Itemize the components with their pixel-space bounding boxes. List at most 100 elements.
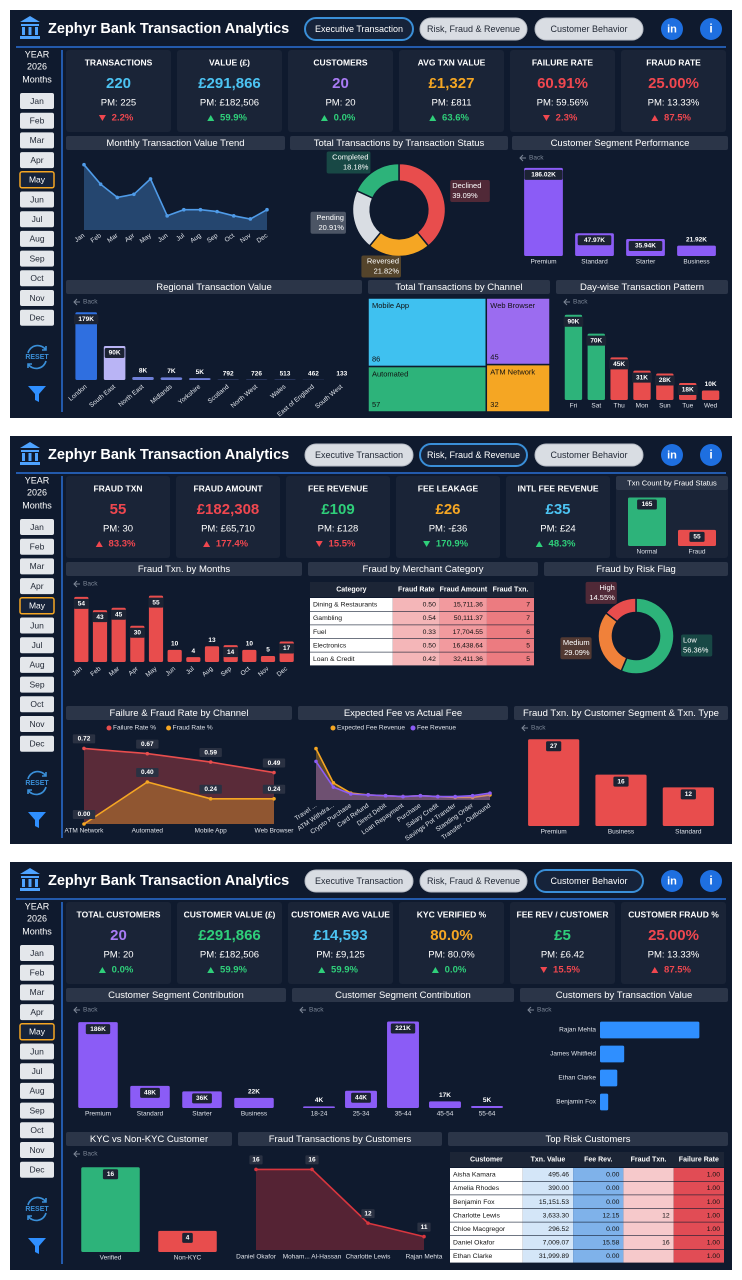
month-button[interactable] [20,1122,54,1139]
back-button[interactable]: Back [529,155,544,162]
month-button[interactable] [20,945,54,961]
table-cell-text: 1.00 [707,1185,720,1192]
month-button[interactable] [20,250,54,267]
month-button[interactable] [20,270,54,287]
back-button[interactable]: Back [83,299,98,306]
month-label: Apr [30,581,43,591]
month-button[interactable] [20,656,54,673]
back-button[interactable]: Back [537,1007,552,1014]
tab-button[interactable] [304,443,414,467]
info-button[interactable] [700,444,722,466]
month-button[interactable] [20,637,54,654]
tab-button[interactable] [534,17,644,41]
kpi-previous-month: PM: 59.56% [537,98,589,109]
back-button[interactable]: Back [573,299,588,306]
back-button[interactable]: Back [83,1007,98,1014]
reset-icon[interactable] [27,770,47,796]
slice-value-label: 56.36% [683,646,709,655]
month-button[interactable] [20,1142,54,1158]
data-label: 8K [139,368,148,375]
month-button[interactable] [20,93,54,109]
reset-icon[interactable] [27,1196,47,1222]
back-button[interactable]: Back [83,1151,98,1158]
chart-title-bar [544,562,728,576]
month-button[interactable] [20,538,54,555]
month-button[interactable] [20,1043,54,1060]
kpi-change: 170.9% [436,539,469,550]
month-button[interactable] [19,171,55,189]
linkedin-button[interactable] [661,870,683,892]
month-label: Jun [30,620,44,630]
month-button[interactable] [20,309,54,326]
chart: Txn Count by Fraud Status 165 Normal 55 Frau… [616,476,728,558]
linkedin-button[interactable] [661,444,683,466]
data-label: 14 [227,649,235,656]
info-button[interactable] [700,18,722,40]
tab-button[interactable] [534,443,644,467]
month-button[interactable] [20,676,54,693]
kpi-trend-arrow [207,115,215,121]
month-button[interactable] [20,1102,54,1119]
month-button[interactable] [20,735,54,752]
filter-icon[interactable] [28,1238,46,1254]
filter-icon[interactable] [28,812,46,828]
month-button[interactable] [20,1004,54,1021]
month-button[interactable] [20,617,54,634]
point [82,162,86,167]
kpi-trend-arrow [540,967,548,973]
month-button[interactable] [20,984,54,1001]
month-button[interactable] [20,964,54,981]
slice-label: High [599,583,614,592]
month-button[interactable] [19,597,55,615]
month-button[interactable] [20,290,54,306]
data-label-bg [148,597,164,608]
month-button[interactable] [20,152,54,169]
back-button[interactable]: Back [83,581,98,588]
month-button[interactable] [20,230,54,247]
month-button[interactable] [20,211,54,228]
kpi-card [66,902,171,984]
tile-label: ATM Network [490,368,535,377]
chart-title: Fraud Transactions by Customers [269,1134,412,1145]
y-tick-label: Benjamin Fox [556,1099,596,1106]
x-tick-label: Business [241,1111,268,1118]
tab-button[interactable] [419,869,528,893]
reset-icon[interactable] [27,344,47,370]
chart-title: Fraud Txn. by Months [138,564,230,575]
month-button[interactable] [20,112,54,129]
info-button[interactable] [700,870,722,892]
table-cell [673,1181,724,1195]
back-button[interactable]: Back [531,725,546,732]
tab-button[interactable] [419,443,528,467]
back-button[interactable]: Back [309,1007,324,1014]
tab-button[interactable] [304,17,414,41]
data-label: 12 [685,791,693,798]
month-button[interactable] [20,578,54,595]
month-button[interactable] [20,519,54,535]
dashboard-panel: Zephyr Bank Transaction Analytics Executi… [10,10,732,418]
month-button[interactable] [20,1063,54,1080]
month-button[interactable] [20,1161,54,1178]
table-cell-text: 1.00 [707,1253,720,1260]
kpi-value: 25.00% [648,927,699,944]
linkedin-button[interactable] [661,18,683,40]
kpi-change: 0.0% [334,113,356,124]
month-button[interactable] [19,1023,55,1041]
month-button[interactable] [20,716,54,732]
month-button[interactable] [20,696,54,713]
tab-button[interactable] [419,17,528,41]
kpi-value: 80.0% [430,927,473,944]
month-button[interactable] [20,1082,54,1099]
kpi-value: £35 [545,501,570,518]
table-cell [486,598,534,611]
chart: Customer Segment Performance Back 186.02K P… [512,136,728,266]
filter-icon[interactable] [28,386,46,402]
month-button[interactable] [20,191,54,208]
kpi-value: £291,866 [198,927,261,944]
data-label: 17 [283,645,291,652]
table-cell-text: 31,999.89 [539,1253,569,1260]
month-button[interactable] [20,558,54,575]
tab-button[interactable] [534,869,644,893]
month-button[interactable] [20,132,54,149]
tab-button[interactable] [304,869,414,893]
